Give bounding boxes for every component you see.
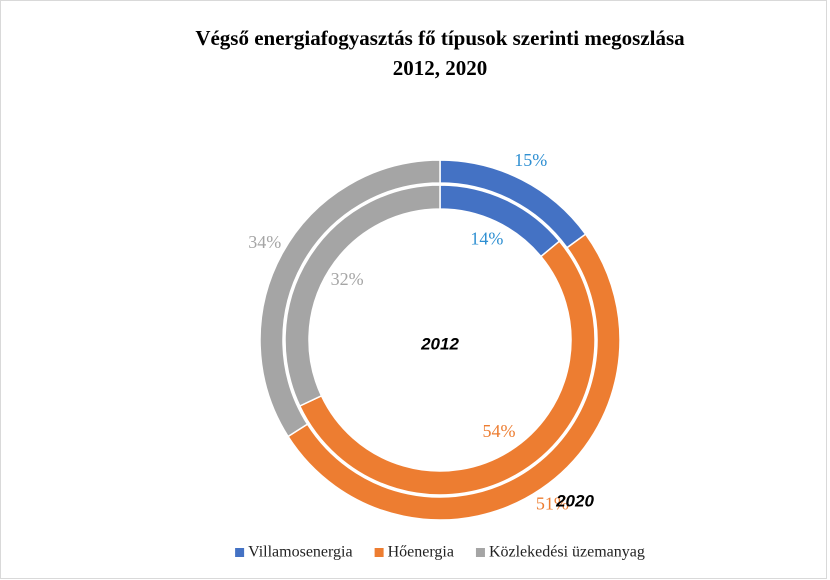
data-label: 32%: [331, 269, 364, 289]
legend-label: Villamosenergia: [248, 544, 353, 561]
donut-segment: [259, 159, 441, 438]
legend-label: Közlekedési üzemanyag: [489, 544, 645, 561]
ring-label: 2020: [555, 491, 594, 510]
data-label: 51%: [536, 494, 569, 514]
data-label: 15%: [514, 150, 547, 170]
donut-segment: [284, 184, 441, 407]
data-label: 54%: [482, 421, 515, 441]
chart-title: Végső energiafogyasztás fő típusok szeri…: [195, 26, 685, 50]
chart-subtitle: 2012, 2020: [393, 56, 488, 80]
legend-swatch: [374, 548, 384, 557]
legend-label: Hőenergia: [388, 544, 454, 561]
legend-swatch: [235, 548, 245, 557]
data-label: 14%: [470, 229, 503, 249]
legend-swatch: [475, 548, 485, 557]
data-label: 34%: [248, 232, 281, 252]
ring-label: 2012: [420, 334, 459, 353]
